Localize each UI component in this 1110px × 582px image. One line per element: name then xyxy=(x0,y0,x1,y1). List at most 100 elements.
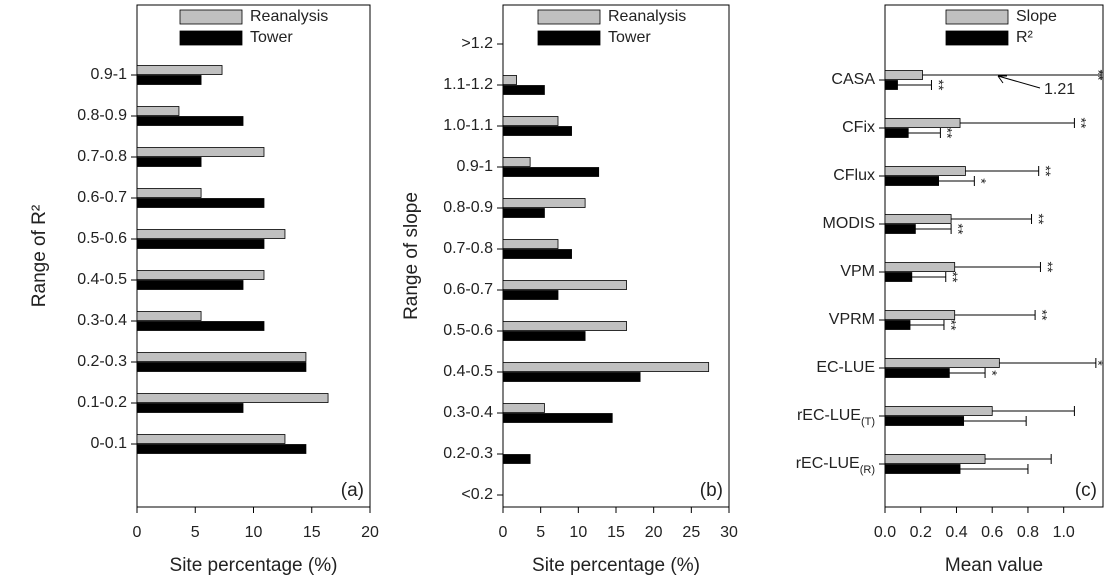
bar xyxy=(136,352,307,362)
bar xyxy=(502,290,559,300)
error-bar xyxy=(908,128,941,138)
significance: ** xyxy=(950,224,966,235)
significance: ** xyxy=(943,320,959,331)
bar xyxy=(502,362,710,372)
bar xyxy=(502,208,545,218)
bars xyxy=(136,65,329,454)
significance: * xyxy=(974,178,990,184)
significance: ** xyxy=(945,272,961,283)
bar xyxy=(885,128,909,138)
y-tick-label: 0-0.1 xyxy=(91,435,128,452)
bar xyxy=(136,321,265,331)
x-tick-label: 0.8 xyxy=(1017,524,1039,541)
x-tick-label: 20 xyxy=(645,524,663,541)
error-bar xyxy=(960,464,1029,474)
y-tick-label: 0.8-0.9 xyxy=(77,107,127,124)
y-axis-label: Range of slope xyxy=(401,192,422,320)
legend-label: Tower xyxy=(250,29,293,46)
significance: ** xyxy=(1034,310,1050,321)
error-bar xyxy=(897,80,932,90)
bar xyxy=(502,331,586,341)
bar xyxy=(502,167,600,177)
error-bar xyxy=(951,214,1033,224)
error-bar xyxy=(922,70,1102,80)
y-tick-label: 0.2-0.3 xyxy=(443,445,493,462)
y-tick-label: >1.2 xyxy=(461,35,493,52)
error-bar xyxy=(911,272,947,282)
x-axis-label: Site percentage (%) xyxy=(532,555,700,576)
bar xyxy=(885,214,952,224)
bar xyxy=(136,434,286,444)
bar xyxy=(136,270,265,280)
bar xyxy=(885,368,950,378)
bar xyxy=(136,311,202,321)
error-bar xyxy=(963,416,1027,426)
bar xyxy=(502,75,517,85)
y-tick-label: CFlux xyxy=(833,167,875,184)
y-tick-label: 0.1-0.2 xyxy=(77,394,127,411)
error-bar xyxy=(954,262,1041,272)
bar xyxy=(502,403,545,413)
x-tick-label: 10 xyxy=(569,524,587,541)
legend-swatch xyxy=(537,30,601,46)
significance: ** xyxy=(1074,118,1090,129)
y-tick-label: 0.9-1 xyxy=(457,158,494,175)
error-bar xyxy=(999,358,1097,368)
y-tick-label: MODIS xyxy=(823,215,875,232)
annotation-arrow xyxy=(997,75,1041,89)
bar xyxy=(502,413,613,423)
bar xyxy=(136,157,202,167)
bar xyxy=(136,188,202,198)
x-tick-label: 20 xyxy=(361,524,379,541)
significance: ** xyxy=(1090,70,1106,81)
bar xyxy=(885,454,986,464)
bar xyxy=(885,70,923,80)
bar xyxy=(502,321,627,331)
legend-label: R² xyxy=(1016,29,1034,46)
bar xyxy=(885,80,898,90)
y-tick-label: 0.7-0.8 xyxy=(77,148,127,165)
x-tick-label: 10 xyxy=(245,524,263,541)
bar xyxy=(885,176,940,186)
y-axis-label: Range of R² xyxy=(29,205,50,307)
bar xyxy=(502,85,545,95)
y-tick-label: 0.3-0.4 xyxy=(443,404,493,421)
bar xyxy=(502,239,559,249)
bar xyxy=(502,249,572,259)
bar xyxy=(502,116,559,126)
x-tick-label: 0.6 xyxy=(981,524,1003,541)
error-bar xyxy=(965,166,1040,176)
bar xyxy=(885,358,1000,368)
x-tick-label: 5 xyxy=(536,524,545,541)
bar xyxy=(136,444,307,454)
panel-label: (c) xyxy=(1075,480,1097,501)
y-tick-label: 0.3-0.4 xyxy=(77,312,127,329)
bar xyxy=(136,403,244,413)
y-tick-label: VPRM xyxy=(829,311,875,328)
error-bar xyxy=(910,320,945,330)
significance: ** xyxy=(1040,262,1056,273)
y-tick-label: VPM xyxy=(840,263,875,280)
legend-swatch xyxy=(945,30,1009,46)
bars xyxy=(885,70,1102,474)
bar xyxy=(502,280,627,290)
significance: ** xyxy=(940,128,956,139)
x-tick-label: 0 xyxy=(133,524,142,541)
y-tick-label: 0.5-0.6 xyxy=(77,230,127,247)
bar xyxy=(885,118,961,128)
y-tick-label: 1.1-1.2 xyxy=(443,76,493,93)
panel-label: (b) xyxy=(700,480,723,501)
y-tick-label: 0.9-1 xyxy=(91,66,128,83)
error-bar xyxy=(915,224,952,234)
significance: * xyxy=(1090,360,1106,366)
bar xyxy=(136,362,307,372)
bar xyxy=(136,147,265,157)
y-tick-label: rEC-LUE(T) xyxy=(797,407,875,428)
panel: 0 5 10 15 20 25 30 Site percentage (%) Range of … xyxy=(401,4,738,576)
bar xyxy=(136,393,329,403)
bar xyxy=(502,126,572,136)
bar xyxy=(885,310,956,320)
bar xyxy=(885,416,965,426)
y-tick-label: 0.6-0.7 xyxy=(443,281,493,298)
